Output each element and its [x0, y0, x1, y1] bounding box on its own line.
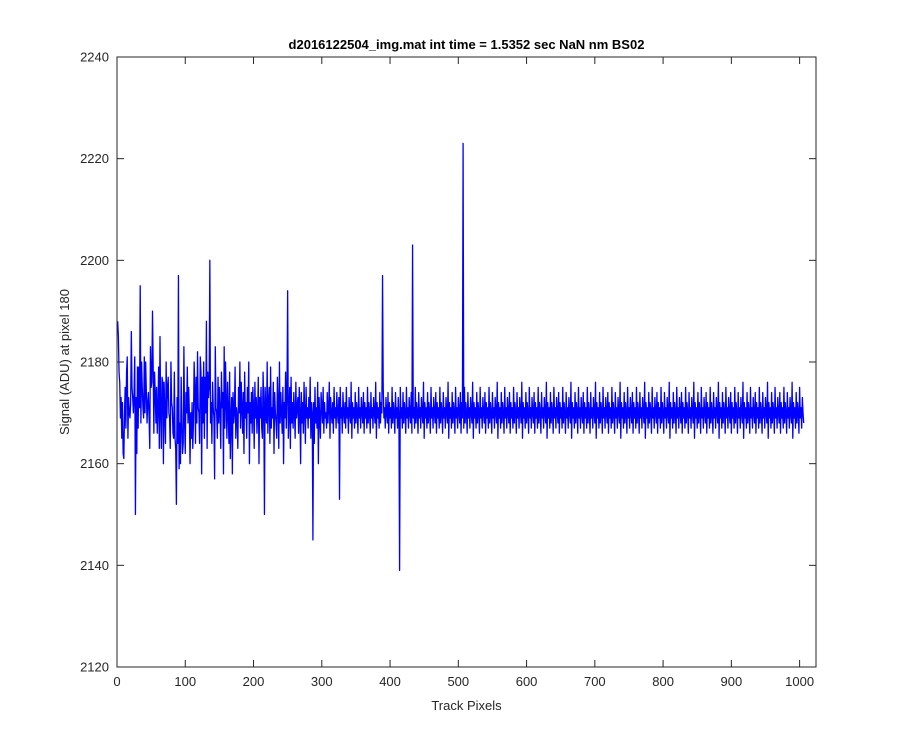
x-tick-label: 900	[721, 674, 743, 689]
y-tick-label: 2180	[80, 355, 109, 370]
y-tick-label: 2160	[80, 456, 109, 471]
x-axis-label: Track Pixels	[431, 698, 502, 713]
x-tick-label: 800	[652, 674, 674, 689]
x-tick-label: 100	[174, 674, 196, 689]
x-tick-label: 600	[516, 674, 538, 689]
x-tick-label: 1000	[785, 674, 814, 689]
chart-title: d2016122504_img.mat int time = 1.5352 se…	[289, 37, 645, 52]
x-axis-ticks: 0 100 200 300 400 500 600 700 800 900 1000	[113, 57, 814, 689]
x-tick-label: 700	[584, 674, 606, 689]
x-tick-label: 0	[113, 674, 120, 689]
plot-background	[117, 57, 816, 667]
x-tick-label: 300	[311, 674, 333, 689]
y-tick-label: 2220	[80, 151, 109, 166]
x-tick-label: 500	[447, 674, 469, 689]
y-tick-label: 2200	[80, 253, 109, 268]
y-tick-label: 2120	[80, 660, 109, 675]
x-tick-label: 200	[243, 674, 265, 689]
x-tick-label: 400	[379, 674, 401, 689]
y-axis-ticks: 2120 2140 2160 2180 2200 2220 2240	[80, 50, 816, 675]
y-tick-label: 2240	[80, 50, 109, 65]
signal-series-line	[117, 142, 805, 572]
y-tick-label: 2140	[80, 558, 109, 573]
y-axis-label: Signal (ADU) at pixel 180	[57, 289, 72, 435]
